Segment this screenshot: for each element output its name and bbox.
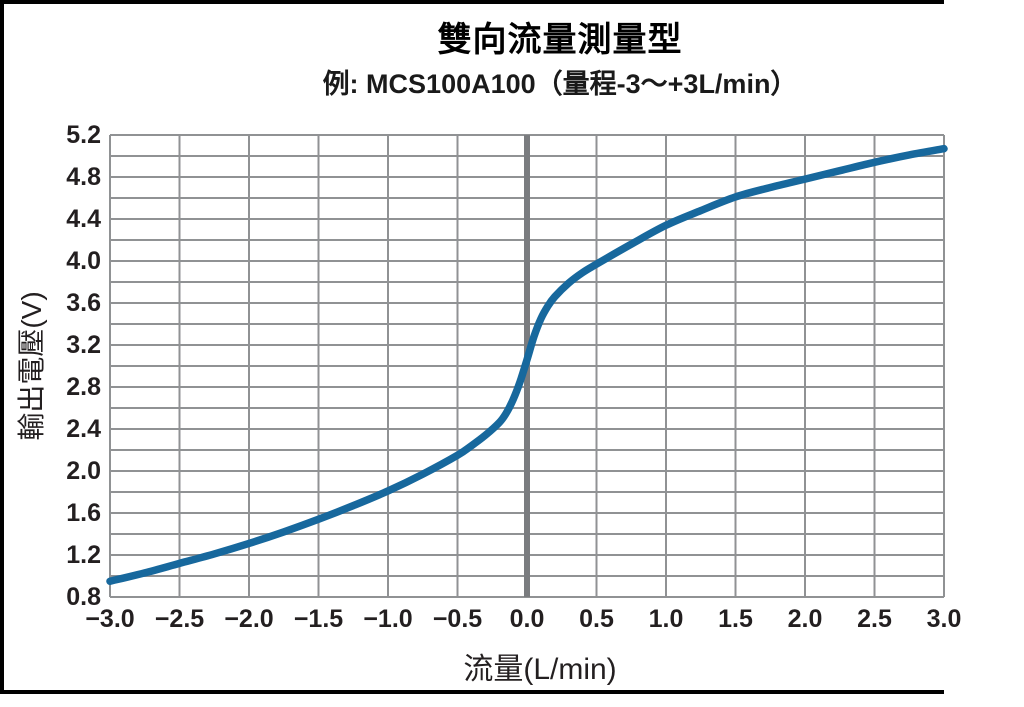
x-tick-label: 0.5 — [579, 605, 614, 633]
y-tick-label: 2.4 — [66, 415, 101, 443]
y-tick-label: 4.4 — [66, 205, 101, 233]
y-axis-title: 輸出電壓(V) — [16, 291, 47, 441]
y-tick-label: 3.2 — [66, 331, 101, 359]
x-tick-label: 1.5 — [718, 605, 753, 633]
x-tick-label: 2.5 — [857, 605, 892, 633]
x-tick-label: 2.0 — [787, 605, 823, 633]
y-tick-label: 1.2 — [66, 541, 101, 569]
x-tick-label: −0.5 — [432, 605, 483, 633]
x-tick-label: 0.0 — [509, 605, 545, 633]
x-tick-label: −1.5 — [293, 605, 344, 633]
x-tick-label: 3.0 — [926, 605, 962, 633]
x-axis-title: 流量(L/min) — [463, 653, 617, 686]
y-tick-label: 2.0 — [66, 457, 101, 485]
x-tick-label: −1.0 — [363, 605, 413, 633]
y-tick-label: 0.8 — [66, 583, 101, 611]
x-tick-label: 1.0 — [648, 605, 684, 633]
chart-subtitle: 例: MCS100A100（量程-3～+3L/min） — [322, 69, 798, 99]
x-tick-label: −2.0 — [224, 605, 274, 633]
y-tick-label: 4.8 — [66, 163, 101, 191]
y-tick-label: 2.8 — [66, 373, 101, 401]
y-tick-label: 3.6 — [66, 289, 101, 317]
chart-title: 雙向流量測量型 — [437, 21, 683, 59]
x-tick-label: −2.5 — [154, 605, 205, 633]
y-tick-label: 5.2 — [66, 121, 101, 149]
y-tick-label: 4.0 — [66, 247, 101, 275]
y-tick-label: 1.6 — [66, 499, 101, 527]
x-tick-label: −3.0 — [85, 605, 135, 633]
output-voltage-curve — [106, 144, 948, 585]
